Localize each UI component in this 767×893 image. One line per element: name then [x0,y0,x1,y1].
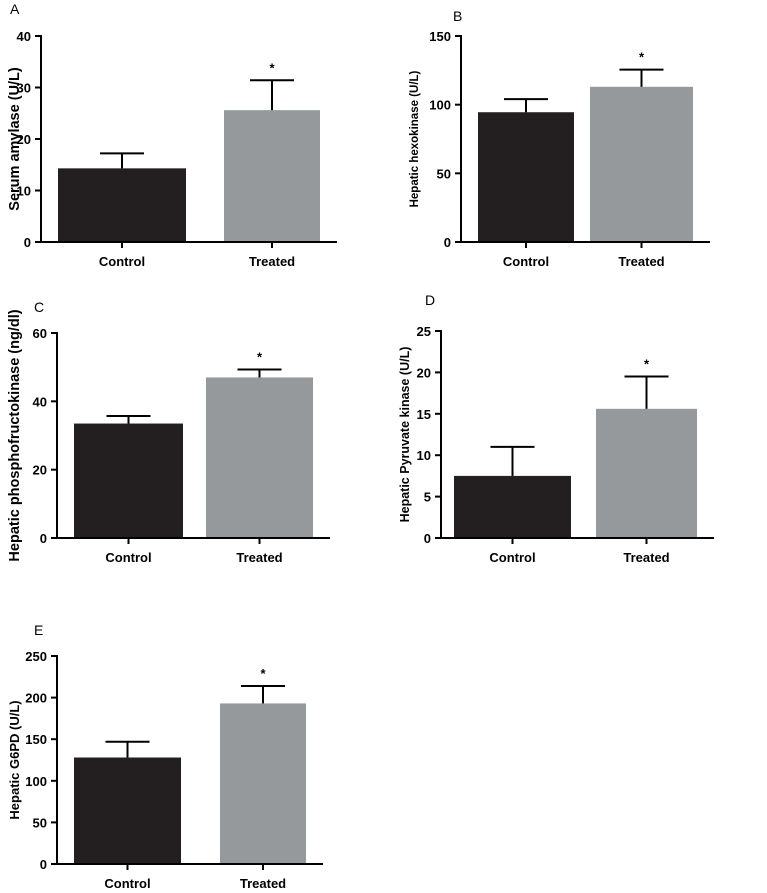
y-axis-label: Hepatic phosphofructokinase (ng/dl) [7,309,23,561]
bar-treated [206,377,313,538]
y-tick-label: 20 [417,365,431,380]
panel-a: A Control * Treated 0 10 20 30 40 Serum amylase (… [7,1,337,269]
bar-control [74,757,181,864]
panel-letter: B [453,8,462,24]
y-tick-label: 0 [40,531,47,546]
panel-letter: E [34,622,43,638]
y-tick-label: 20 [17,132,31,147]
y-tick-label: 250 [25,649,47,664]
y-tick-label: 50 [33,815,47,830]
y-axis-label: Serum amylase (U/L) [7,67,23,211]
y-tick-label: 40 [17,29,31,44]
panel-e: E Control * Treated 0 50 100 150 200 250 Hepatic G… [7,622,323,891]
x-tick-label: Control [503,254,549,269]
significance-marker: * [644,357,650,372]
x-tick-label: Control [99,254,145,269]
significance-marker: * [260,666,266,681]
bar-treated [220,703,306,864]
y-axis-label: Hepatic Pyruvate kinase (U/L) [398,347,412,523]
y-tick-label: 5 [424,490,431,505]
panel-letter: D [425,292,435,308]
x-tick-label: Treated [240,876,286,891]
panel-d: D Control * Treated 0 5 10 15 20 25 Hepatic Pyruva… [398,292,714,565]
significance-marker: * [639,50,645,65]
x-tick-label: Treated [249,254,295,269]
bar-treated [596,408,697,538]
y-tick-label: 0 [40,857,47,872]
y-tick-label: 0 [424,531,431,546]
y-axis-label: Hepatic G6PD (U/L) [7,700,22,819]
bar-control [74,423,183,538]
panel-c: C Control * Treated 0 20 40 60 Hepatic phosphofr… [7,299,330,565]
y-tick-label: 60 [33,326,47,341]
bar-control [478,112,574,242]
x-tick-label: Treated [618,254,664,269]
y-tick-label: 100 [429,98,451,113]
y-tick-label: 200 [25,691,47,706]
y-tick-label: 50 [437,166,451,181]
x-tick-label: Control [104,876,150,891]
x-tick-label: Control [489,550,535,565]
y-tick-label: 40 [33,394,47,409]
x-tick-label: Treated [623,550,669,565]
bar-treated [224,110,320,242]
y-axis-label: Hepatic hexokinase (U/L) [409,70,421,207]
y-tick-label: 0 [444,235,451,250]
panel-b: B Control * Treated 0 50 100 150 Hepatic hexokin… [409,8,710,269]
bar-treated [590,86,693,243]
y-tick-label: 150 [25,732,47,747]
y-tick-label: 0 [24,235,31,250]
y-tick-label: 20 [33,463,47,478]
y-tick-label: 100 [25,774,47,789]
significance-marker: * [257,350,263,365]
x-tick-label: Treated [236,550,282,565]
x-tick-label: Control [105,550,151,565]
significance-marker: * [269,60,275,75]
y-tick-label: 25 [417,324,431,339]
bar-control [454,475,571,538]
y-tick-label: 150 [429,29,451,44]
y-tick-label: 10 [17,184,31,199]
bar-control [58,168,186,242]
y-tick-label: 30 [17,81,31,96]
panel-letter: C [34,299,44,315]
panel-letter: A [10,1,20,17]
y-tick-label: 15 [417,407,431,422]
y-tick-label: 10 [417,448,431,463]
